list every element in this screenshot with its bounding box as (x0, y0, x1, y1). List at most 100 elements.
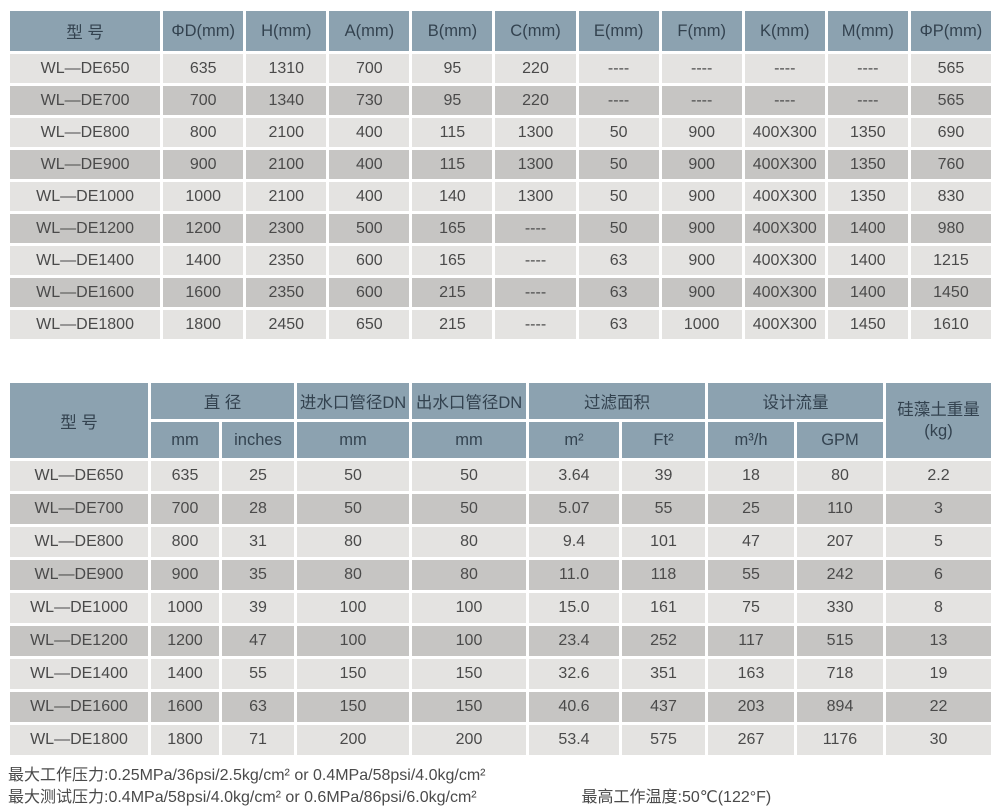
column-header: H(mm) (246, 11, 327, 51)
table-cell: 1600 (163, 278, 244, 307)
table-cell: 22 (886, 692, 991, 722)
column-header: E(mm) (578, 11, 659, 51)
column-header-outlet-dn: 出水口管径DN (412, 383, 526, 419)
table-cell: 95 (412, 54, 493, 83)
table-cell: 6 (886, 560, 991, 590)
column-header: 型 号 (10, 11, 161, 51)
table-cell: 50 (578, 182, 659, 211)
table-cell: 165 (412, 214, 493, 243)
table-cell: 80 (797, 461, 883, 491)
table-cell: 500 (329, 214, 410, 243)
table-cell: ---- (495, 278, 576, 307)
table-cell: 1350 (827, 182, 908, 211)
table-cell: 900 (163, 150, 244, 179)
model-cell: WL—DE1600 (10, 692, 148, 722)
table-row: WL—DE900 900 35 80 80 11.0 118 55 242 6 (10, 560, 991, 590)
table-cell: 215 (412, 310, 493, 339)
subheader-area-m2: m² (529, 422, 619, 458)
table-cell: 1176 (797, 725, 883, 755)
table-cell: ---- (827, 86, 908, 115)
table-row: WL—DE800 800 2100 400 115 1300 50 900 400X300 135… (10, 118, 991, 147)
table-cell: 894 (797, 692, 883, 722)
capacity-table-body: WL—DE650 635 25 50 50 3.64 39 18 80 2.2 WL—DE700 70… (10, 461, 991, 755)
subheader-area-ft2: Ft² (622, 422, 705, 458)
table-cell: 13 (886, 626, 991, 656)
dimensions-table-body: WL—DE650 635 1310 700 95 220 ---- ---- ---- ---- 5… (10, 54, 991, 339)
table-cell: 1400 (827, 214, 908, 243)
table-cell: 50 (297, 461, 409, 491)
table-cell: 53.4 (529, 725, 619, 755)
table-cell: 2100 (246, 118, 327, 147)
table-cell: 1450 (910, 278, 991, 307)
table-cell: ---- (744, 86, 825, 115)
table-cell: 1300 (495, 182, 576, 211)
model-cell: WL—DE900 (10, 150, 161, 179)
column-header: ΦP(mm) (910, 11, 991, 51)
max-test-pressure-note: 最大测试压力:0.4MPa/58psi/4.0kg/cm² or 0.6MPa/… (8, 789, 477, 806)
table-cell: ---- (495, 214, 576, 243)
table-cell: 2100 (246, 150, 327, 179)
table-row: WL—DE1400 1400 2350 600 165 ---- 63 900 400X300 1… (10, 246, 991, 275)
table-cell: 1400 (827, 278, 908, 307)
table-cell: 50 (578, 214, 659, 243)
table-cell: 2.2 (886, 461, 991, 491)
table-cell: 400 (329, 118, 410, 147)
table-row: WL—DE800 800 31 80 80 9.4 101 47 207 5 (10, 527, 991, 557)
table-cell: 63 (578, 278, 659, 307)
table-cell: 400X300 (744, 150, 825, 179)
model-cell: WL—DE1400 (10, 246, 161, 275)
subheader-inlet-mm: mm (297, 422, 409, 458)
table-cell: 2350 (246, 246, 327, 275)
table-cell: 700 (151, 494, 219, 524)
table-cell: ---- (827, 54, 908, 83)
table-row: WL—DE1800 1800 2450 650 215 ---- 63 1000 400X300… (10, 310, 991, 339)
table-cell: ---- (495, 310, 576, 339)
table-cell: 400X300 (744, 182, 825, 211)
table-cell: 900 (661, 278, 742, 307)
table-cell: 39 (222, 593, 294, 623)
table-row: WL—DE1000 1000 2100 400 140 1300 50 900 400X300 1… (10, 182, 991, 211)
table-cell: 718 (797, 659, 883, 689)
column-group-design-flow: 设计流量 (708, 383, 883, 419)
table-cell: 1200 (163, 214, 244, 243)
model-cell: WL—DE1200 (10, 626, 148, 656)
model-cell: WL—DE650 (10, 461, 148, 491)
table-cell: 1000 (163, 182, 244, 211)
max-working-temperature-note: 最高工作温度:50℃(122°F) (581, 789, 772, 806)
table-cell: 830 (910, 182, 991, 211)
table-cell: 700 (163, 86, 244, 115)
model-cell: WL—DE1800 (10, 310, 161, 339)
dimensions-table: 型 号 ΦD(mm) H(mm) A(mm) B(mm) C(mm) E(mm) F(mm) K… (7, 8, 994, 342)
table-cell: 800 (163, 118, 244, 147)
table-cell: 565 (910, 54, 991, 83)
table-cell: 400X300 (744, 310, 825, 339)
table-cell: 400 (329, 150, 410, 179)
model-cell: WL—DE1000 (10, 182, 161, 211)
table-cell: 200 (412, 725, 526, 755)
table-cell: 900 (151, 560, 219, 590)
table-cell: 8 (886, 593, 991, 623)
table-cell: 1200 (151, 626, 219, 656)
model-cell: WL—DE800 (10, 118, 161, 147)
table-cell: 1310 (246, 54, 327, 83)
table-cell: 730 (329, 86, 410, 115)
table-cell: 100 (412, 626, 526, 656)
column-header-de-weight: 硅藻土重量 (kg) (886, 383, 991, 458)
table-cell: 800 (151, 527, 219, 557)
table-cell: 150 (297, 692, 409, 722)
table-cell: 1215 (910, 246, 991, 275)
table-cell: 400X300 (744, 214, 825, 243)
table-cell: ---- (495, 246, 576, 275)
table-cell: 101 (622, 527, 705, 557)
model-cell: WL—DE1800 (10, 725, 148, 755)
table-cell: 220 (495, 86, 576, 115)
column-header-model: 型 号 (10, 383, 148, 458)
table-cell: 575 (622, 725, 705, 755)
table-cell: 400X300 (744, 118, 825, 147)
table-cell: 9.4 (529, 527, 619, 557)
table-cell: 71 (222, 725, 294, 755)
table-cell: 165 (412, 246, 493, 275)
table-cell: 1600 (151, 692, 219, 722)
table-cell: 2300 (246, 214, 327, 243)
table-cell: 437 (622, 692, 705, 722)
